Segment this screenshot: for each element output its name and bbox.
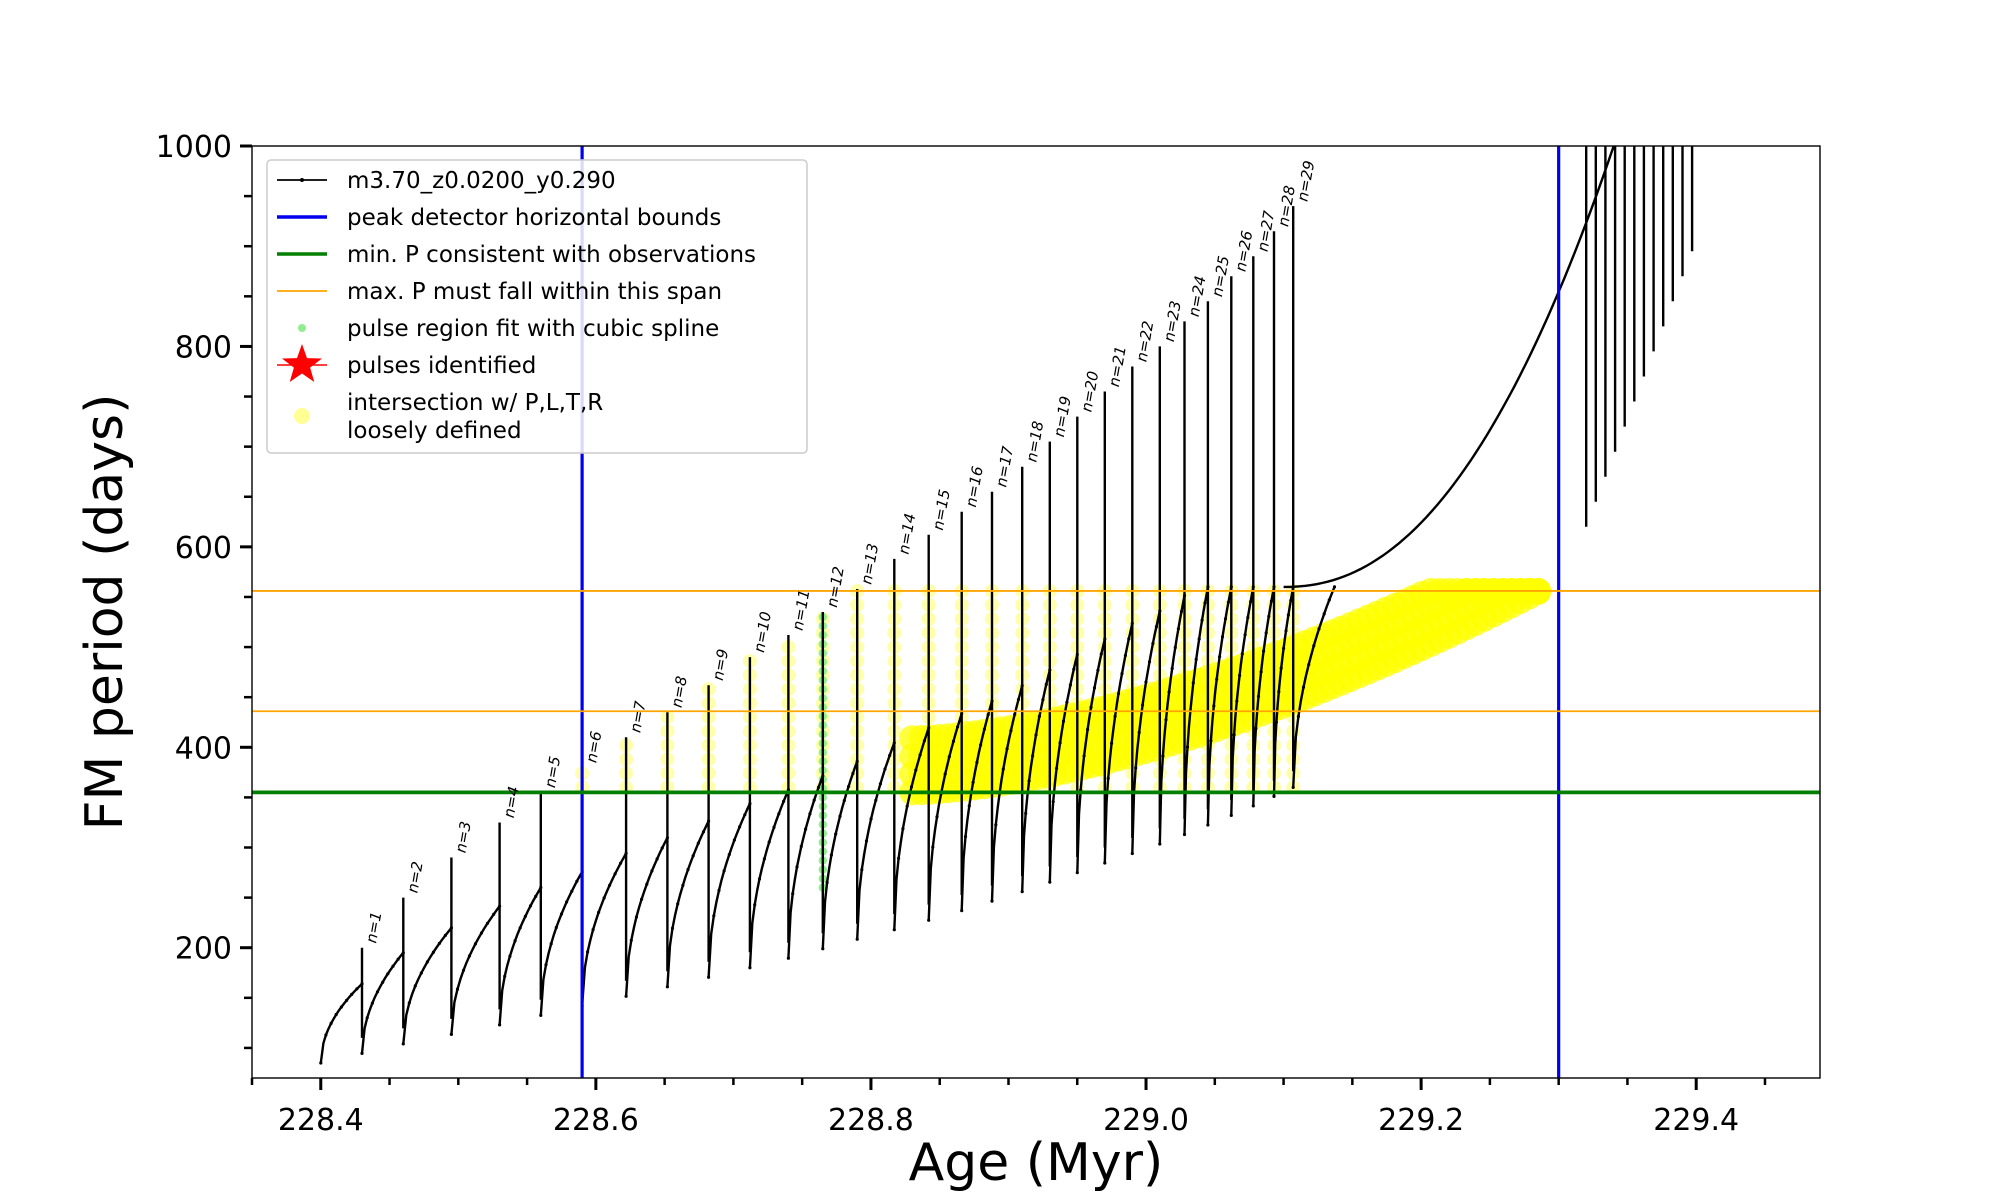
y-tick-label: 400 xyxy=(175,731,232,766)
legend-entry-label-line2: loosely defined xyxy=(347,418,522,444)
pulse-label: n=6 xyxy=(582,730,605,764)
x-tick-label: 229.0 xyxy=(1103,1103,1189,1138)
pulse-label: n=5 xyxy=(541,755,564,789)
star-icon xyxy=(282,344,322,382)
x-tick-label: 228.6 xyxy=(553,1103,639,1138)
plot-frame xyxy=(251,145,1821,1079)
legend-entry-label: min. P consistent with observations xyxy=(347,242,756,268)
pulse-label: n=1 xyxy=(362,910,385,944)
pulse-label: n=4 xyxy=(500,785,523,819)
y-tick-label: 600 xyxy=(175,531,232,566)
x-tick-label: 228.8 xyxy=(828,1103,914,1138)
legend-swatch-dot xyxy=(300,178,304,182)
x-tick-label: 229.4 xyxy=(1653,1103,1739,1138)
legend-entry-label: m3.70_z0.0200_y0.290 xyxy=(347,168,616,194)
legend-entry-label: intersection w/ P,L,T,R xyxy=(347,390,603,416)
legend-swatch xyxy=(298,324,306,332)
y-tick-label: 800 xyxy=(175,330,232,365)
x-tick-label: 229.2 xyxy=(1378,1103,1464,1138)
y-tick-label: 1000 xyxy=(156,130,232,165)
spline-fit-markers xyxy=(818,612,827,892)
y-axis-label: FM period (days) xyxy=(75,394,135,831)
pulse-label: n=8 xyxy=(668,675,691,709)
pulse-label: n=9 xyxy=(709,648,732,682)
legend-box xyxy=(266,159,808,454)
y-tick-label: 200 xyxy=(175,932,232,967)
legend-entry-label: peak detector horizontal bounds xyxy=(347,205,721,231)
legend-swatch xyxy=(294,408,310,424)
legend-entry-label: pulses identified xyxy=(347,353,536,379)
pulse-label: n=7 xyxy=(626,699,649,734)
pulse-label: n=3 xyxy=(452,820,475,854)
x-axis-label: Age (Myr) xyxy=(909,1133,1164,1193)
pulse-label: n=2 xyxy=(404,860,427,894)
axes: 228.4 228.6 228.8 229.0 229.2 229.4 200 400 600 8… xyxy=(156,130,1821,1138)
legend-entry-label: max. P must fall within this span xyxy=(347,279,722,305)
legend-entry-label: pulse region fit with cubic spline xyxy=(347,316,719,342)
x-tick-label: 228.4 xyxy=(278,1103,364,1138)
